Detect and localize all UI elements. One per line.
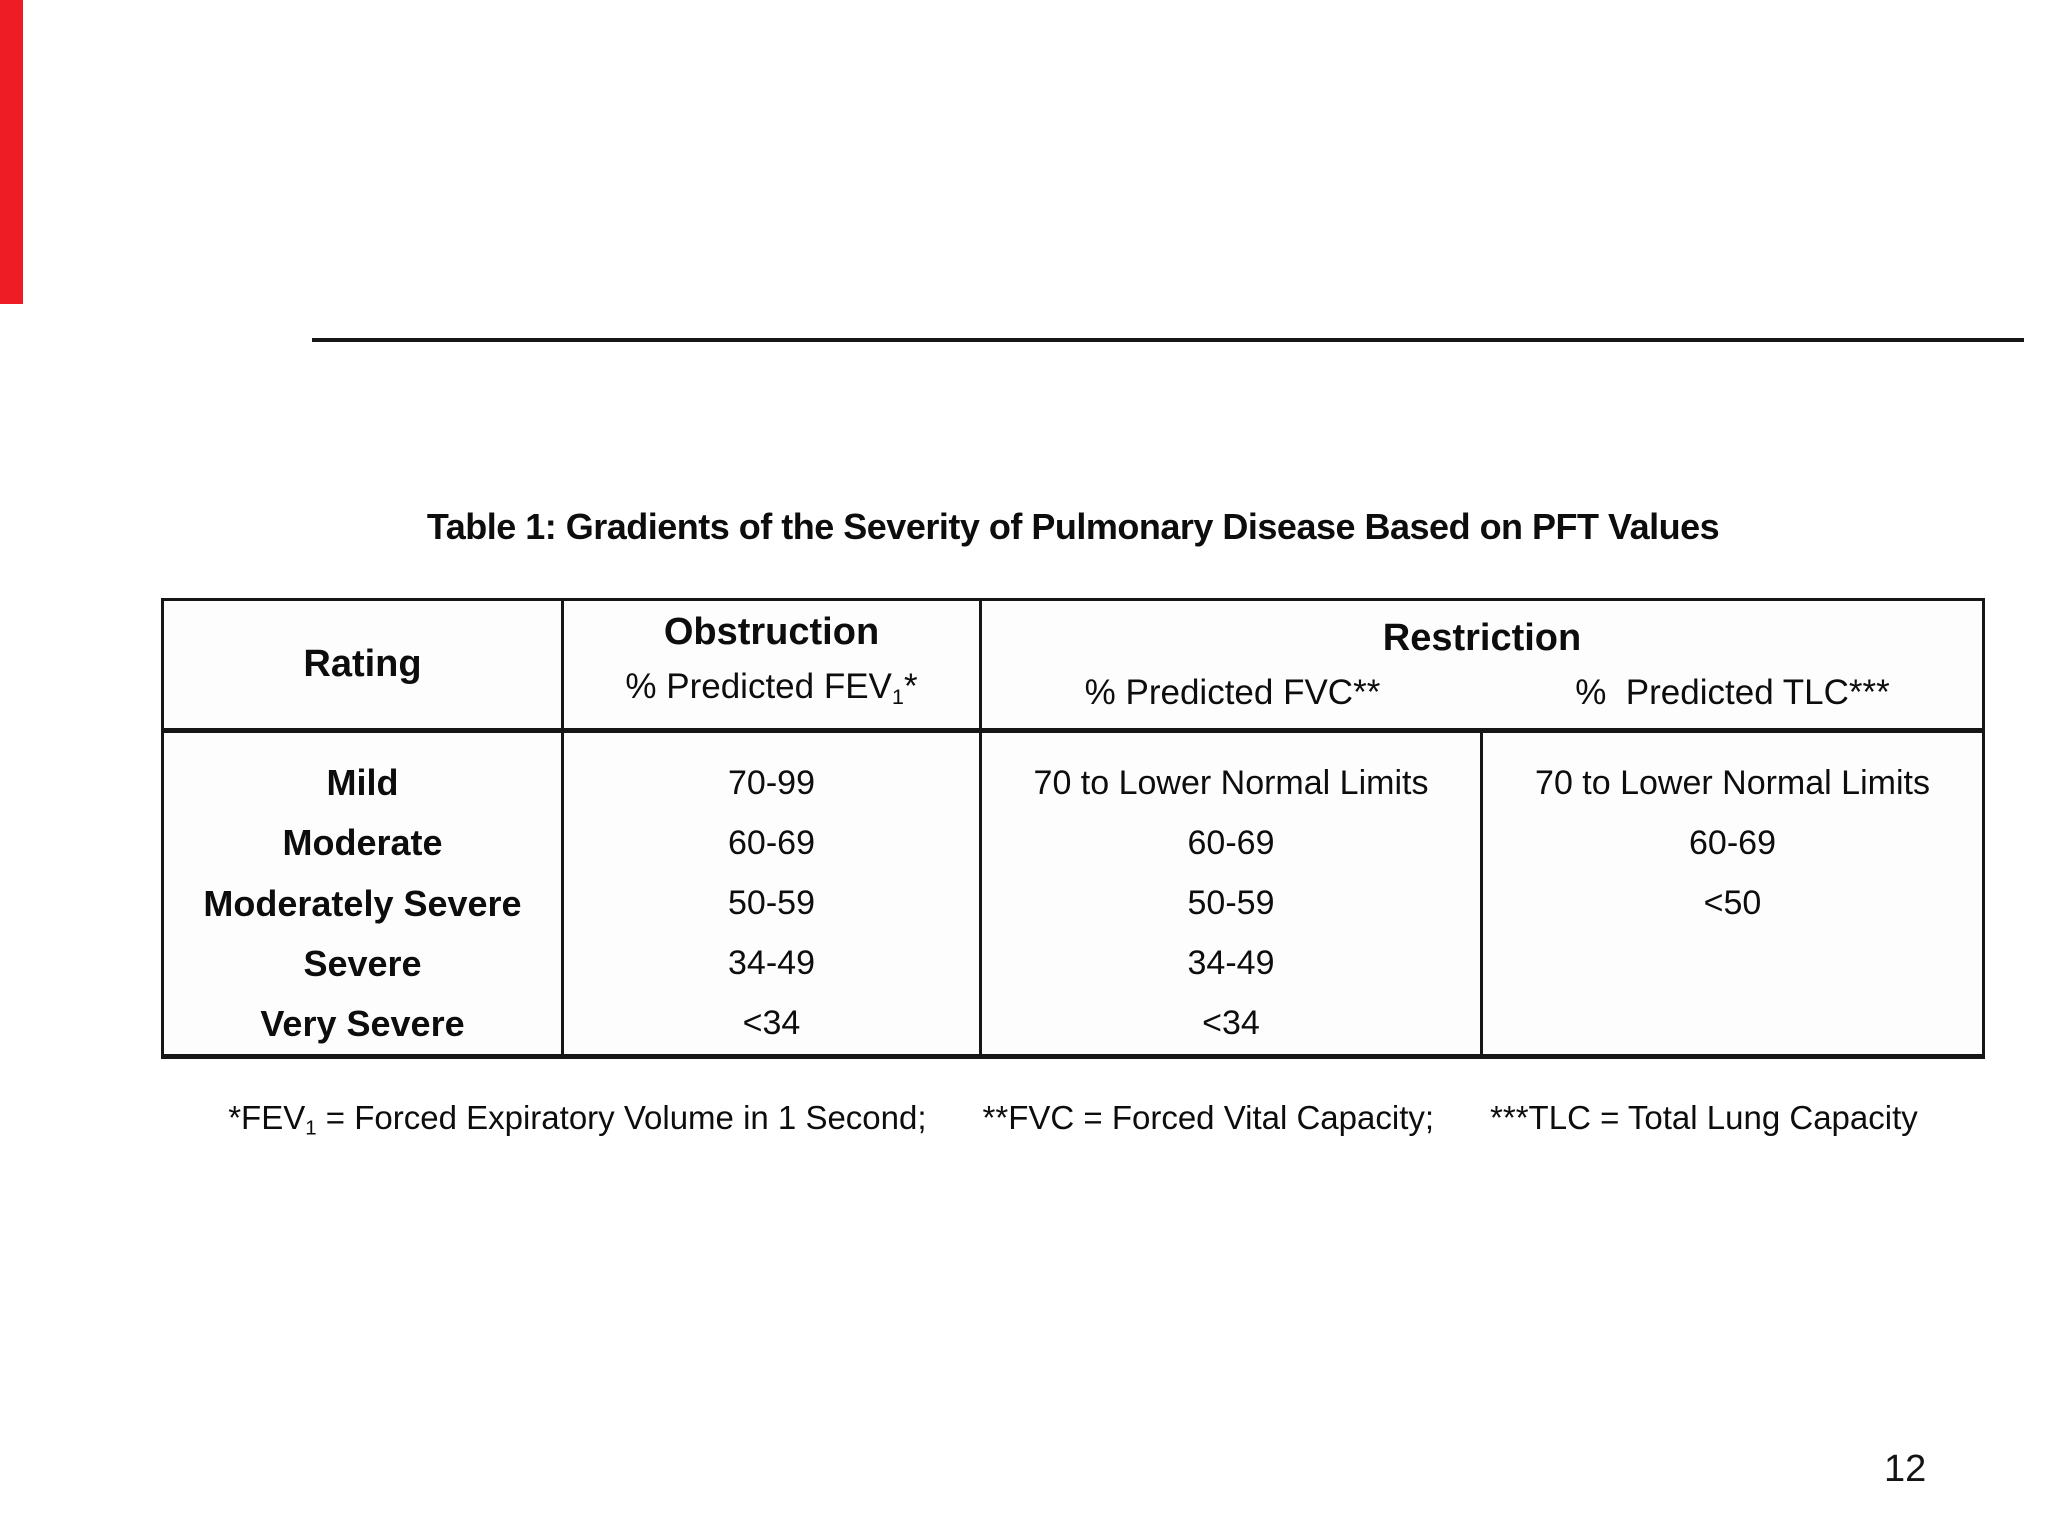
fev-cell-mild: 70-99	[728, 763, 815, 802]
tlc-cell-moderate: 60-69	[1689, 823, 1776, 862]
fvc-cell-severe: 34-49	[1187, 944, 1275, 983]
fev-cell-moderately-severe: 50-59	[728, 884, 815, 922]
pft-severity-table: Rating Obstruction % Predicted FEV1* Res…	[161, 598, 1985, 1059]
header-cell-restriction: Restriction % Predicted FVC** % Predicte…	[982, 601, 1982, 728]
obstruction-label: Obstruction	[663, 611, 880, 654]
rating-cell-severe: Severe	[303, 942, 422, 984]
footnote-fev-subscript: 1	[305, 1116, 317, 1140]
left-accent-bar	[0, 0, 23, 304]
fev-column: 70-99 60-69 50-59 34-49 <34	[564, 733, 982, 1054]
table-body: Mild Moderate Moderately Severe Severe V…	[164, 733, 1982, 1054]
footnote-fev-text: = Forced Expiratory Volume in 1 Second;	[316, 1099, 927, 1136]
fev-cell-severe: 34-49	[728, 944, 815, 983]
rating-cell-moderate: Moderate	[282, 822, 443, 864]
fev-cell-very-severe: <34	[742, 1004, 801, 1043]
page-number: 12	[1884, 1448, 1927, 1490]
rating-cell-very-severe: Very Severe	[260, 1002, 465, 1044]
tlc-column: 70 to Lower Normal Limits 60-69 <50	[1483, 733, 1982, 1054]
fev-measure-prefix: % Predicted FEV	[625, 667, 892, 707]
fev-measure-suffix: *	[903, 667, 918, 707]
fvc-cell-moderate: 60-69	[1187, 823, 1275, 862]
tlc-cell-severe	[1483, 934, 1982, 994]
tlc-cell-very-severe	[1483, 994, 1982, 1054]
footnote-fvc: **FVC = Forced Vital Capacity;	[982, 1099, 1435, 1136]
table-footnote: *FEV1 = Forced Expiratory Volume in 1 Se…	[161, 1098, 1985, 1149]
top-divider-line	[312, 338, 2024, 342]
footnote-fev-prefix: *FEV	[228, 1099, 306, 1136]
rating-cell-moderately-severe: Moderately Severe	[203, 882, 522, 924]
fev-cell-moderate: 60-69	[728, 823, 815, 862]
fvc-column: 70 to Lower Normal Limits 60-69 50-59 34…	[982, 733, 1483, 1054]
restriction-label: Restriction	[1382, 616, 1582, 659]
footnote-fev: *FEV1 = Forced Expiratory Volume in 1 Se…	[228, 1098, 926, 1149]
tlc-cell-moderately-severe: <50	[1703, 884, 1762, 922]
obstruction-measure-label: % Predicted FEV1*	[625, 667, 917, 717]
header-cell-rating: Rating	[164, 601, 564, 728]
fvc-cell-moderately-severe: 50-59	[1187, 884, 1275, 922]
fvc-cell-mild: 70 to Lower Normal Limits	[1033, 763, 1429, 802]
fvc-measure-label: % Predicted FVC**	[1084, 672, 1381, 712]
rating-cell-mild: Mild	[326, 762, 399, 804]
fvc-cell-very-severe: <34	[1202, 1004, 1260, 1043]
restriction-sub-header-row: % Predicted FVC** % Predicted TLC***	[982, 673, 1982, 713]
tlc-cell-mild: 70 to Lower Normal Limits	[1535, 763, 1930, 802]
table-header-row: Rating Obstruction % Predicted FEV1* Res…	[164, 601, 1982, 733]
footnote-tlc: ***TLC = Total Lung Capacity	[1490, 1099, 1918, 1136]
header-cell-obstruction: Obstruction % Predicted FEV1*	[564, 601, 982, 728]
tlc-measure-label: % Predicted TLC***	[1575, 672, 1890, 712]
fev-measure-subscript: 1	[891, 684, 904, 710]
table-title: Table 1: Gradients of the Severity of Pu…	[426, 506, 1720, 547]
rating-column: Mild Moderate Moderately Severe Severe V…	[164, 733, 564, 1054]
